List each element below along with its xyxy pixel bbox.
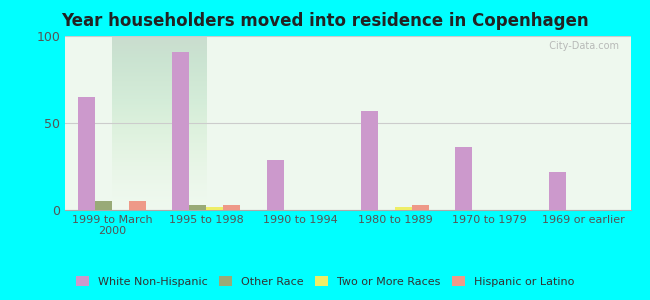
Bar (412, 205, 429, 210)
Bar (266, 160, 283, 210)
Bar (172, 52, 189, 210)
Bar (455, 147, 472, 210)
Legend: White Non-Hispanic, Other Race, Two or More Races, Hispanic or Latino: White Non-Hispanic, Other Race, Two or M… (72, 272, 578, 291)
Bar (189, 205, 207, 210)
Bar (207, 206, 224, 210)
Bar (395, 206, 412, 210)
Bar (361, 111, 378, 210)
Bar (129, 201, 146, 210)
Bar (78, 97, 95, 210)
Bar (224, 205, 240, 210)
Text: City-Data.com: City-Data.com (543, 41, 619, 51)
Text: Year householders moved into residence in Copenhagen: Year householders moved into residence i… (61, 12, 589, 30)
Bar (549, 172, 566, 210)
Bar (95, 201, 112, 210)
